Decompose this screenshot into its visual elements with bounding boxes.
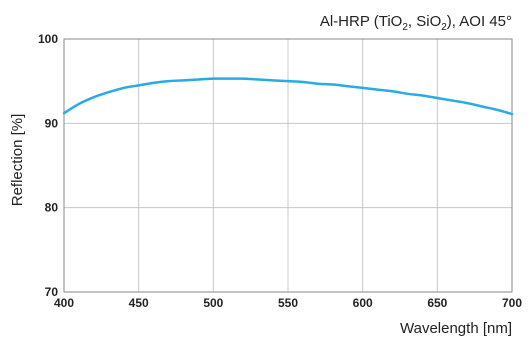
x-tick-label: 700 [502, 296, 522, 310]
x-tick-labels: 400 450 500 550 600 650 700 [54, 296, 522, 310]
title-prefix: Al-HRP (TiO [320, 13, 403, 30]
y-tick-label: 70 [45, 285, 59, 299]
grid-lines [64, 39, 512, 292]
y-tick-label: 100 [38, 32, 58, 46]
y-tick-labels: 70 80 90 100 [38, 32, 58, 299]
x-tick-label: 600 [353, 296, 373, 310]
x-axis-label: Wavelength [nm] [400, 320, 512, 337]
x-tick-label: 550 [278, 296, 298, 310]
y-axis-label: Reflection [%] [9, 114, 26, 207]
x-tick-label: 650 [427, 296, 447, 310]
chart-title: Al-HRP (TiO2, SiO2), AOI 45° [320, 13, 512, 33]
x-tick-label: 500 [203, 296, 223, 310]
x-tick-label: 450 [129, 296, 149, 310]
y-tick-label: 90 [45, 116, 59, 130]
title-middle: , SiO [408, 13, 441, 30]
y-tick-label: 80 [45, 201, 59, 215]
title-suffix: ), AOI 45° [447, 13, 512, 30]
